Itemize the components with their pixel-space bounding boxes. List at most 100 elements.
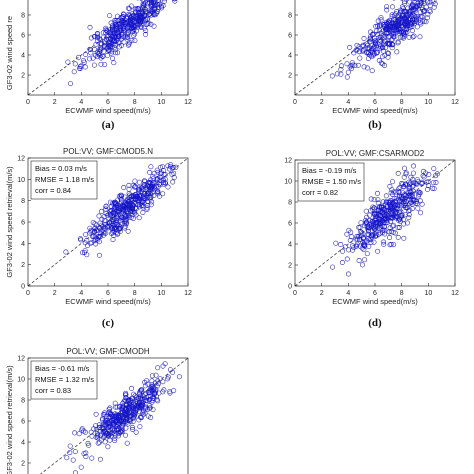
scatter-point [361, 46, 367, 52]
scatter-point [384, 220, 390, 226]
plot-area [28, 158, 188, 286]
scatter-point [145, 191, 151, 197]
scatter-point [383, 199, 389, 205]
scatter-point [71, 69, 77, 75]
reference-line-1to1 [40, 358, 188, 474]
scatter-point [170, 179, 176, 185]
scatter-point [150, 407, 156, 413]
scatter-point [77, 65, 83, 71]
scatter-point [160, 3, 166, 9]
scatter-point [383, 208, 389, 214]
scatter-point [132, 178, 138, 184]
scatter-point [127, 21, 133, 27]
scatter-point [72, 470, 78, 474]
scatter-point [431, 186, 437, 192]
x-tick-label: 0 [26, 290, 30, 297]
scatter-point [386, 34, 392, 40]
scatter-point [348, 229, 354, 235]
scatter-point [431, 4, 437, 10]
scatter-point [107, 411, 113, 417]
scatter-point [142, 187, 148, 193]
scatter-point [130, 427, 136, 432]
scatter-point [391, 242, 397, 248]
scatter-point [360, 43, 366, 49]
scatter-point [147, 194, 153, 200]
scatter-point [418, 210, 424, 216]
scatter-point [391, 34, 396, 40]
scatter-point [376, 27, 382, 33]
scatter-point [128, 400, 134, 406]
scatter-point [135, 10, 141, 16]
scatter-point [405, 220, 410, 226]
plot-area [295, 160, 455, 286]
scatter-point [98, 47, 104, 53]
scatter-point [107, 48, 113, 53]
scatter-point [150, 0, 156, 6]
scatter-point [368, 196, 374, 202]
scatter-point [350, 243, 355, 249]
scatter-point [375, 200, 381, 206]
scatter-point [151, 23, 157, 29]
scatter-point [362, 223, 368, 229]
scatter-point [402, 22, 408, 28]
scatter-point [125, 228, 131, 234]
scatter-point [383, 45, 389, 51]
y-tick-label: 0 [288, 284, 292, 291]
scatter-point [133, 212, 139, 218]
scatter-point [344, 61, 350, 67]
scatter-point [136, 13, 142, 19]
scatter-point [401, 174, 407, 180]
x-tick-label: 8 [400, 99, 404, 106]
scatter-point [418, 21, 424, 27]
scatter-point [380, 45, 386, 51]
y-tick-label: 8 [21, 13, 25, 20]
scatter-point [154, 394, 160, 400]
scatter-point [382, 227, 388, 233]
scatter-point [91, 426, 97, 432]
scatter-point [124, 440, 130, 446]
scatter-point [387, 242, 393, 248]
scatter-point [406, 215, 412, 221]
scatter-point [409, 19, 415, 25]
scatter-point [110, 22, 116, 28]
scatter-point [128, 20, 133, 26]
scatter-point [96, 422, 102, 428]
scatter-point [92, 228, 98, 234]
panel-tag: (d) [368, 317, 382, 329]
scatter-point [102, 62, 108, 68]
scatter-point [375, 23, 381, 29]
scatter-point [390, 4, 395, 10]
scatter-point [176, 374, 182, 380]
scatter-point [78, 464, 84, 470]
scatter-point [135, 402, 141, 408]
scatter-point [140, 410, 146, 416]
scatter-point [374, 43, 380, 49]
scatter-point [384, 4, 390, 10]
scatter-point [142, 25, 147, 31]
scatter-point [123, 395, 129, 401]
scatter-point [122, 409, 128, 415]
scatter-point [359, 229, 364, 235]
scatter-point [129, 208, 135, 214]
scatter-point [350, 62, 356, 68]
stats-legend-box [297, 162, 365, 202]
scatter-point [87, 24, 93, 30]
scatter-point [122, 202, 128, 208]
scatter-point [112, 400, 118, 406]
scatter-point [364, 50, 370, 56]
x-tick-label: 8 [133, 99, 137, 106]
scatter-point [364, 214, 370, 220]
scatter-point [145, 21, 150, 27]
scatter-point [381, 41, 387, 47]
panel-title: POL:VV; GMF:CMODH [66, 347, 149, 356]
scatter-point [381, 239, 387, 245]
scatter-point [87, 240, 93, 246]
scatter-point [389, 200, 395, 206]
scatter-point [65, 59, 71, 65]
scatter-point [408, 174, 414, 180]
scatter-point [389, 45, 395, 51]
scatter-point [397, 201, 403, 207]
scatter-point [141, 4, 147, 10]
scatter-point [161, 171, 167, 177]
